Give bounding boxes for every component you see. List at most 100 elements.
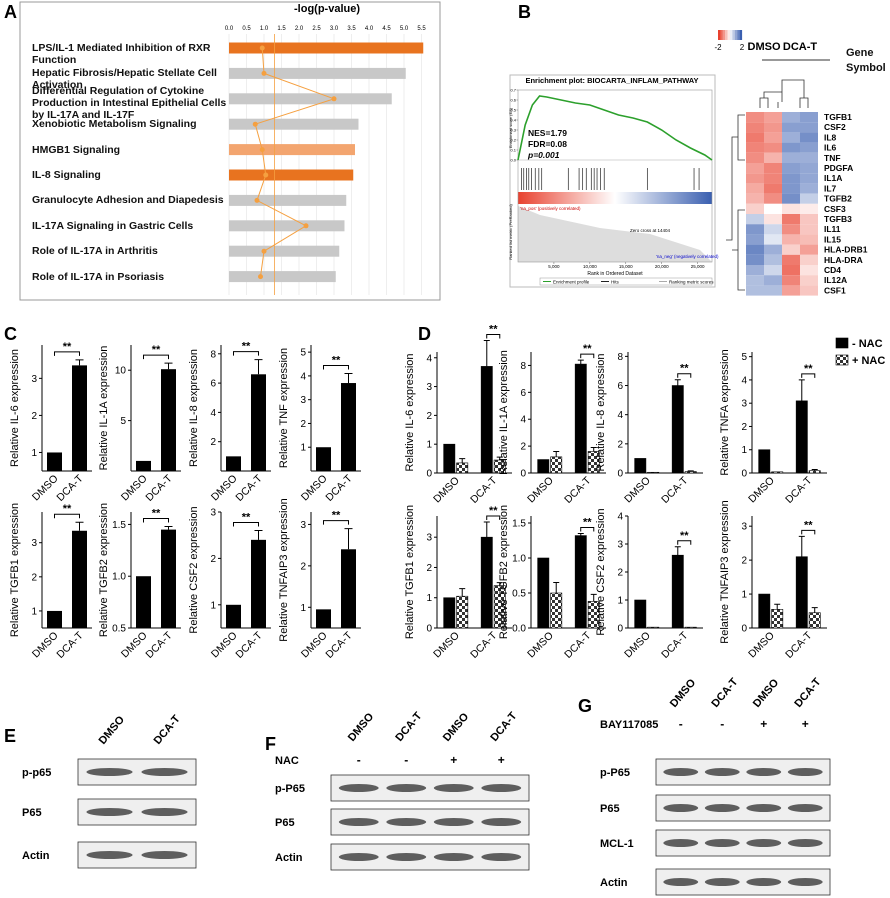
y-axis-label: Relative TNF expression xyxy=(278,348,290,468)
pos-label: 'na_pos' (positively correlated) xyxy=(520,206,581,211)
es-curve xyxy=(517,95,713,161)
blot-band xyxy=(433,784,474,792)
heatmap-cell xyxy=(800,152,818,163)
significance-label: ** xyxy=(242,341,251,353)
ratio-point xyxy=(252,121,258,127)
gsea-metric-area xyxy=(518,206,712,262)
y-tick-label: 3 xyxy=(31,374,37,385)
pathway-label: Xenobiotic Metabolism Signaling xyxy=(32,118,197,131)
heatmap-cell xyxy=(764,152,782,163)
heatmap-cell xyxy=(782,142,800,153)
gene-label: HLA-DRA xyxy=(824,255,863,265)
bar xyxy=(316,609,331,628)
significance-label: ** xyxy=(489,505,498,517)
y-tick-label: 5 xyxy=(300,348,306,359)
gene-label: TGFB1 xyxy=(824,112,852,122)
heatmap-cell xyxy=(764,285,782,296)
x-tick-label: 1.5 xyxy=(277,26,286,32)
lane-label: DCA-T xyxy=(488,710,519,744)
heatmap-cell xyxy=(746,112,764,123)
bar xyxy=(480,366,493,474)
gene-label: IL12A xyxy=(824,275,847,285)
x-tick-label: DCA-T xyxy=(659,474,691,506)
y-tick-label: 5 xyxy=(741,352,747,363)
significance-bracket xyxy=(54,351,80,356)
error-bar xyxy=(496,456,503,461)
bar xyxy=(136,576,151,628)
y-tick-label: 0 xyxy=(426,624,432,635)
y-axis-label: Relative IL-8 expression xyxy=(188,349,200,467)
heatmap-cell xyxy=(800,275,818,286)
heatmap-cell xyxy=(746,214,764,225)
bar xyxy=(443,443,456,474)
error-bar xyxy=(553,450,560,457)
significance-bracket xyxy=(801,373,816,378)
bar xyxy=(161,369,176,471)
colorbar-cell xyxy=(718,30,721,40)
blot-band xyxy=(787,839,823,847)
ratio-point xyxy=(254,197,260,203)
y-tick-label: 0.6 xyxy=(510,98,516,103)
bar xyxy=(574,363,587,474)
treatment-sign: - xyxy=(679,717,683,731)
heatmap-cell xyxy=(764,193,782,204)
heatmap-cell xyxy=(764,224,782,235)
ratio-point xyxy=(259,147,265,153)
significance-bracket xyxy=(143,518,169,523)
blot-row-label: p-p65 xyxy=(22,767,51,779)
heatmap-cell xyxy=(782,224,800,235)
x-tick-label: DCA-T xyxy=(54,629,86,661)
x-tick-label: DCA-T xyxy=(143,472,175,504)
heatmap-cell xyxy=(782,203,800,214)
heatmap-cell xyxy=(746,183,764,194)
heatmap-cell xyxy=(746,152,764,163)
significance-bracket xyxy=(233,522,259,527)
heatmap-cell xyxy=(764,234,782,245)
x-tick-label: DMSO xyxy=(525,630,556,661)
blot-band xyxy=(338,784,379,792)
heatmap-cell xyxy=(764,265,782,276)
error-bar xyxy=(553,582,560,593)
blot-band xyxy=(663,768,699,776)
treatment-sign: + xyxy=(450,753,457,767)
colorbar-cell xyxy=(727,30,731,40)
y-tick-label: 8 xyxy=(617,352,623,363)
y-tick-label: 3 xyxy=(617,540,623,551)
bar xyxy=(229,144,355,156)
y-tick-label: 4 xyxy=(741,375,747,386)
x-tick-label: DMSO xyxy=(30,630,61,661)
panel-label: E xyxy=(4,726,16,746)
blot-band xyxy=(663,878,699,886)
bar xyxy=(684,471,697,474)
significance-bracket xyxy=(801,529,816,535)
heatmap-cell xyxy=(800,122,818,133)
y-tick-label: 4 xyxy=(300,371,306,382)
x-tick-label: DCA-T xyxy=(323,472,355,504)
significance-bracket xyxy=(143,354,169,360)
colorbar-tick: 2 xyxy=(740,43,745,52)
blot-band xyxy=(663,839,699,847)
x-tick-label: DMSO xyxy=(622,630,653,661)
bar xyxy=(251,374,266,471)
x-tick-label: DCA-T xyxy=(562,474,594,506)
y-tick-label: 1 xyxy=(300,443,306,454)
blot-band xyxy=(141,768,188,776)
significance-bracket xyxy=(486,333,501,339)
x-tick-label: DCA-T xyxy=(54,472,86,504)
bar xyxy=(456,462,469,474)
panel-label: D xyxy=(418,324,431,344)
significance-label: ** xyxy=(152,508,161,520)
blot-band xyxy=(86,808,133,816)
error-bar xyxy=(774,603,781,610)
heatmap-cell xyxy=(764,132,782,143)
blot-row-label: Actin xyxy=(275,852,303,864)
group-label: DMSO xyxy=(748,41,781,53)
blot-band xyxy=(433,853,474,861)
treatment-sign: - xyxy=(357,753,361,767)
significance-bracket xyxy=(323,365,349,370)
y-tick-label: 4 xyxy=(617,512,623,523)
bar xyxy=(229,194,347,206)
y-tick-label: 2 xyxy=(31,572,37,583)
heatmap-cell xyxy=(764,203,782,214)
legend-label: + NAC xyxy=(852,355,885,367)
